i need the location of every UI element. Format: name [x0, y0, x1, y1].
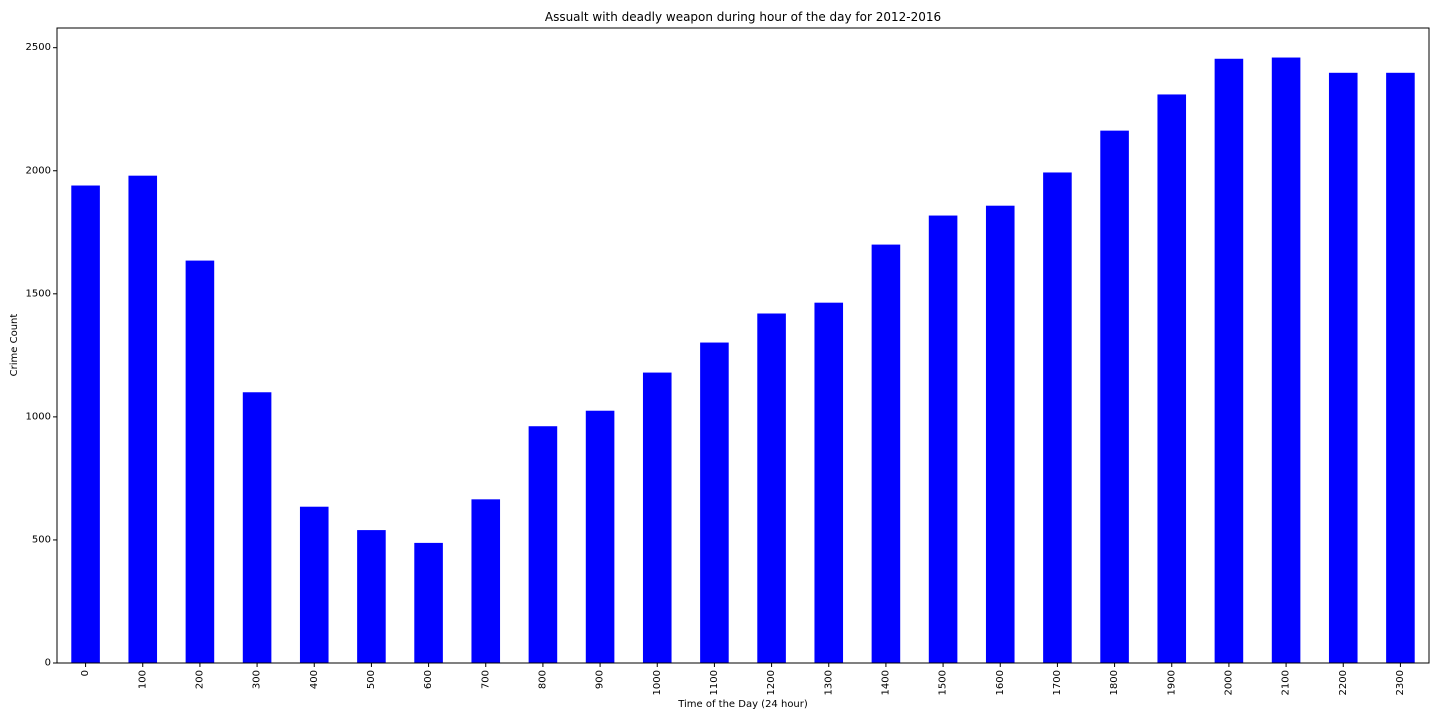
bar-2000: [1214, 58, 1244, 663]
y-tick-label: 2000: [26, 165, 51, 176]
bar-700: [471, 499, 501, 663]
bar-1200: [757, 313, 786, 663]
bars-group: [71, 57, 1415, 664]
bar-2200: [1328, 72, 1358, 664]
x-axis-title: Time of the Day (24 hour): [677, 699, 808, 710]
bar-900: [585, 410, 615, 663]
x-tick-label: 2300: [1395, 670, 1406, 695]
bar-1400: [871, 244, 901, 663]
y-tick-label: 2500: [26, 42, 51, 53]
bar-1300: [814, 302, 844, 663]
x-tick-label: 600: [423, 670, 434, 689]
y-tick-label: 1000: [26, 411, 51, 422]
x-tick-label: 100: [137, 670, 148, 689]
x-tick-label: 700: [480, 670, 491, 689]
x-tick-label: 900: [595, 670, 606, 689]
bar-1000: [642, 372, 672, 663]
x-tick-label: 200: [194, 670, 205, 689]
bar-0: [71, 185, 100, 663]
y-tick-label: 1500: [26, 288, 51, 299]
x-tick-label: 1600: [995, 670, 1006, 695]
x-tick-label: 300: [252, 670, 263, 689]
bar-2100: [1271, 57, 1301, 663]
bar-1700: [1043, 172, 1072, 664]
x-tick-label: 1300: [823, 670, 834, 695]
bar-1500: [928, 215, 958, 663]
bar-1600: [985, 205, 1015, 664]
y-axis-title: Crime Count: [9, 314, 20, 377]
x-axis: 0 100 200 300 400 500 600 700 800 900 1000 1100 1200…: [80, 663, 1406, 695]
bar-300: [242, 392, 272, 663]
y-tick-label: 0: [45, 658, 51, 669]
x-tick-label: 1500: [938, 670, 949, 695]
x-tick-label: 0: [80, 670, 91, 676]
chart-title: Assualt with deadly weapon during hour o…: [545, 10, 941, 24]
y-axis: 0 500 1000 1500 2000 2500: [26, 42, 57, 669]
x-tick-label: 1700: [1052, 670, 1063, 695]
bar-2300: [1386, 72, 1415, 664]
bar-500: [357, 530, 386, 663]
bar-800: [528, 426, 558, 663]
y-tick-label: 500: [32, 534, 51, 545]
x-tick-label: 800: [537, 670, 548, 689]
bar-200: [185, 260, 215, 663]
bar-1800: [1100, 130, 1129, 663]
bar-400: [299, 506, 329, 663]
bar-100: [128, 175, 158, 663]
x-tick-label: 1800: [1109, 670, 1120, 695]
x-tick-label: 500: [366, 670, 377, 689]
x-tick-label: 1100: [709, 670, 720, 695]
bar-1900: [1157, 94, 1187, 663]
bar-600: [414, 542, 443, 663]
x-tick-label: 1000: [652, 670, 663, 695]
bar-1100: [700, 342, 729, 663]
x-tick-label: 1900: [1166, 670, 1177, 695]
x-tick-label: 2200: [1338, 670, 1349, 695]
x-tick-label: 1200: [766, 670, 777, 695]
plot-frame: [56, 27, 1430, 664]
x-tick-label: 2000: [1223, 670, 1234, 695]
x-tick-label: 1400: [880, 670, 891, 695]
x-tick-label: 2100: [1281, 670, 1292, 695]
x-tick-label: 400: [309, 670, 320, 689]
